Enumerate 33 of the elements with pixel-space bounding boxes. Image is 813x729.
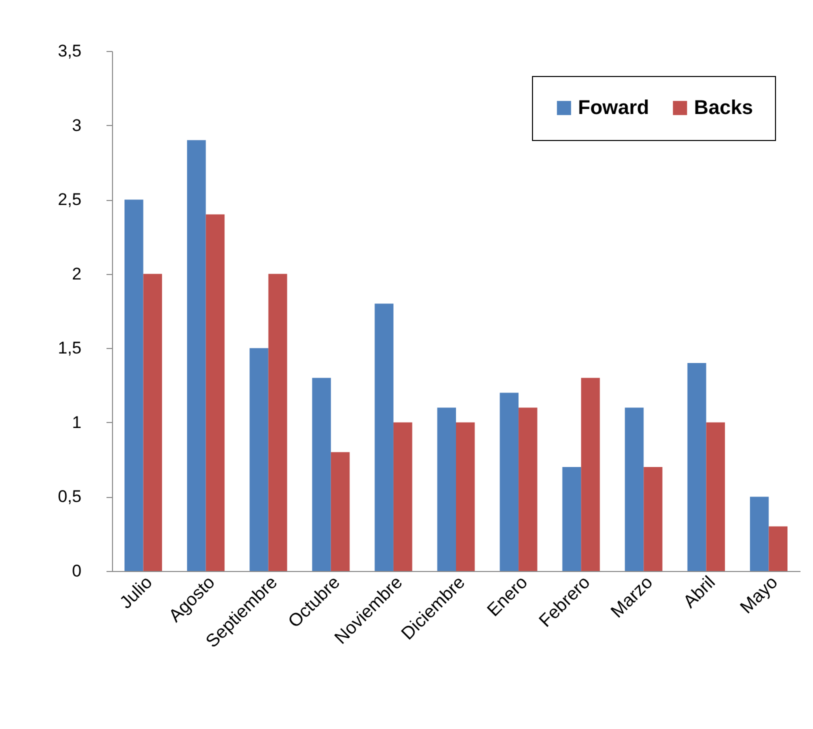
bar: [206, 214, 225, 571]
legend-label: Foward: [578, 97, 650, 119]
bar: [250, 348, 268, 571]
bar: [581, 378, 600, 571]
bar: [768, 526, 788, 571]
y-tick-label: 0: [72, 562, 82, 580]
bar: [124, 200, 144, 571]
bar: [750, 496, 769, 571]
bar: [312, 378, 331, 571]
bar: [330, 452, 350, 571]
bar: [518, 408, 538, 571]
y-tick-label: 3: [72, 116, 82, 135]
y-tick-label: 0,5: [58, 487, 82, 506]
bar: [644, 467, 662, 571]
bar: [562, 467, 582, 571]
y-tick-label: 2: [72, 264, 82, 284]
bar: [374, 304, 394, 571]
bar: [187, 140, 206, 571]
bar: [624, 408, 644, 571]
bar: [500, 392, 519, 571]
bar: [143, 274, 162, 571]
bar: [393, 422, 412, 571]
y-tick-label: 2,5: [58, 190, 82, 210]
y-tick-label: 1: [72, 412, 82, 432]
y-tick-label: 3,5: [58, 42, 82, 60]
bar: [268, 274, 288, 571]
bar: [437, 408, 456, 571]
y-tick-label: 1,5: [58, 338, 82, 358]
bar: [687, 363, 706, 571]
legend-label: Backs: [694, 97, 753, 119]
x-tick-label: Julio: [116, 572, 156, 612]
bar: [456, 422, 475, 571]
bar: [706, 422, 725, 571]
